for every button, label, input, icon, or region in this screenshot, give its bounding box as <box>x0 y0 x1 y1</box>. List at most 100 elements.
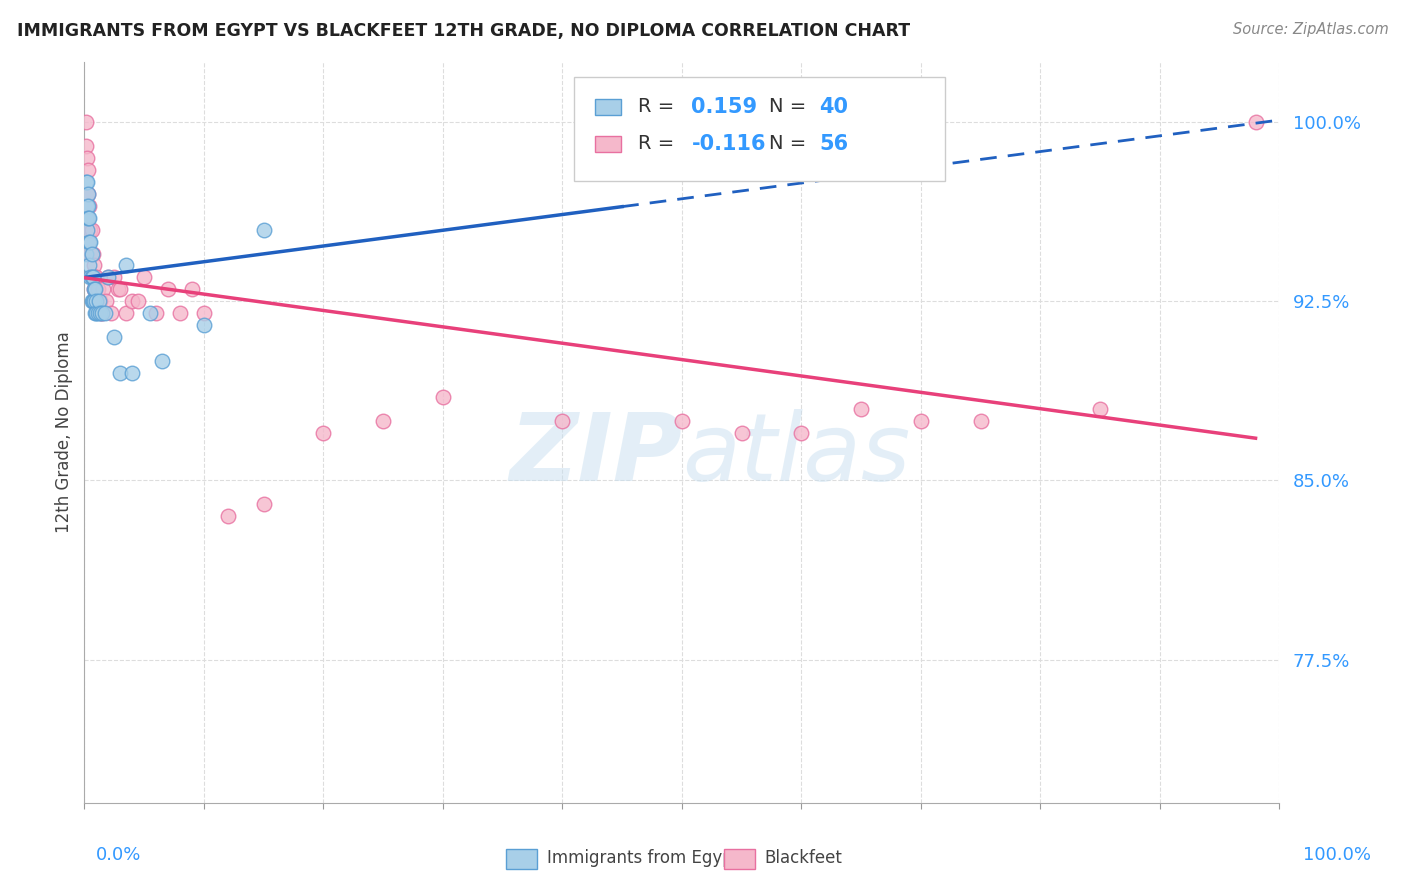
Point <box>110 366 132 380</box>
Point <box>1244 115 1267 129</box>
Point <box>612 151 634 165</box>
Point <box>77 211 100 225</box>
Point <box>121 294 143 309</box>
Point <box>851 401 873 416</box>
Point <box>75 139 97 153</box>
Text: 0.159: 0.159 <box>692 97 758 117</box>
Point <box>82 270 104 285</box>
Point <box>432 390 454 404</box>
Point <box>89 306 111 320</box>
Point <box>75 246 97 260</box>
Point <box>671 414 693 428</box>
Point <box>80 246 103 260</box>
Point <box>93 306 115 320</box>
Text: R =: R = <box>638 135 681 153</box>
Text: 40: 40 <box>820 97 848 117</box>
Text: 100.0%: 100.0% <box>1303 846 1371 863</box>
Point <box>91 306 114 320</box>
Point <box>169 306 191 320</box>
Point <box>82 246 104 260</box>
Point <box>84 270 107 285</box>
Point <box>77 211 100 225</box>
Point <box>83 282 105 296</box>
Point <box>115 259 138 273</box>
Point <box>80 270 103 285</box>
Point <box>910 414 932 428</box>
Bar <box>506 848 537 870</box>
Point <box>790 425 813 440</box>
Point <box>87 294 110 309</box>
Point <box>93 282 115 296</box>
Point <box>80 222 103 236</box>
Point <box>253 222 276 236</box>
Point <box>76 175 98 189</box>
Point <box>145 306 167 320</box>
Point <box>89 294 111 309</box>
Point <box>77 211 100 225</box>
Point <box>193 318 215 333</box>
Bar <box>724 848 755 870</box>
Point <box>77 162 100 177</box>
Point <box>82 294 104 309</box>
Point <box>82 270 104 285</box>
Point <box>79 246 101 260</box>
Point <box>217 509 239 524</box>
Text: 0.0%: 0.0% <box>96 846 141 863</box>
Point <box>970 414 993 428</box>
Point <box>83 294 105 309</box>
Point <box>312 425 335 440</box>
Point <box>80 246 103 260</box>
Text: Immigrants from Egypt: Immigrants from Egypt <box>547 849 740 867</box>
Point <box>121 366 143 380</box>
FancyBboxPatch shape <box>575 78 945 181</box>
Point <box>97 270 120 285</box>
Point <box>77 199 100 213</box>
Point <box>75 175 97 189</box>
Point <box>87 294 110 309</box>
Point <box>110 282 132 296</box>
Point <box>103 270 125 285</box>
Point <box>76 186 98 201</box>
Point <box>79 235 101 249</box>
Bar <box>595 136 621 152</box>
Text: 56: 56 <box>820 134 848 154</box>
Text: N =: N = <box>769 135 813 153</box>
Point <box>84 282 107 296</box>
Point <box>551 414 574 428</box>
Point <box>373 414 395 428</box>
Bar <box>595 99 621 115</box>
Point <box>94 294 117 309</box>
Point <box>90 306 112 320</box>
Point <box>107 282 129 296</box>
Point <box>86 306 108 320</box>
Point <box>115 306 138 320</box>
Point <box>83 259 105 273</box>
Point <box>79 222 101 236</box>
Y-axis label: 12th Grade, No Diploma: 12th Grade, No Diploma <box>55 332 73 533</box>
Text: -0.116: -0.116 <box>692 134 766 154</box>
Text: Source: ZipAtlas.com: Source: ZipAtlas.com <box>1233 22 1389 37</box>
Point <box>139 306 162 320</box>
Point <box>157 282 180 296</box>
Point <box>77 186 100 201</box>
Point <box>80 294 103 309</box>
Point <box>84 282 107 296</box>
Point <box>103 330 125 344</box>
Point <box>1090 401 1112 416</box>
Text: IMMIGRANTS FROM EGYPT VS BLACKFEET 12TH GRADE, NO DIPLOMA CORRELATION CHART: IMMIGRANTS FROM EGYPT VS BLACKFEET 12TH … <box>17 22 910 40</box>
Point <box>76 199 98 213</box>
Point <box>86 270 108 285</box>
Text: ZIP: ZIP <box>509 409 682 500</box>
Text: R =: R = <box>638 97 681 116</box>
Point <box>100 306 122 320</box>
Point <box>83 282 105 296</box>
Point <box>77 259 100 273</box>
Point <box>76 151 98 165</box>
Point <box>86 282 108 296</box>
Point <box>253 497 276 511</box>
Point <box>75 115 97 129</box>
Point <box>80 270 103 285</box>
Point <box>731 425 754 440</box>
Point <box>76 222 98 236</box>
Point <box>84 306 107 320</box>
